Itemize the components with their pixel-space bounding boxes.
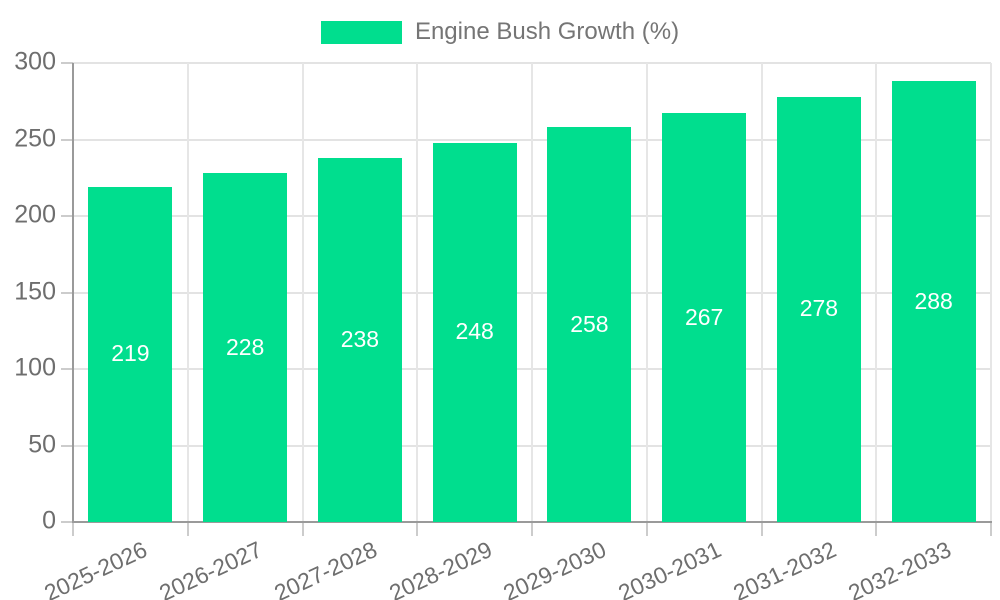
x-axis-label: 2031-2032 [729, 536, 840, 600]
y-axis-label: 50 [28, 429, 56, 458]
bar-value-label: 248 [455, 318, 494, 345]
x-axis-label: 2025-2026 [40, 536, 152, 600]
x-gridline [760, 63, 763, 522]
x-axis-line [72, 521, 992, 523]
x-axis-tick [760, 522, 763, 536]
legend-label: Engine Bush Growth (%) [414, 18, 680, 45]
bar-value-label: 258 [570, 310, 609, 337]
x-axis-tick [990, 522, 992, 536]
bar-value-label: 219 [111, 340, 150, 367]
y-axis-label: 0 [42, 506, 56, 535]
bar-2030-2031[interactable] [662, 113, 747, 522]
x-axis-tick [645, 522, 648, 536]
bar-2029-2030[interactable] [547, 127, 632, 522]
y-axis-tick [61, 368, 73, 370]
x-gridline [531, 63, 533, 522]
x-gridline [416, 63, 419, 522]
y-axis-tick [61, 521, 73, 523]
y-axis-label: 200 [14, 200, 56, 229]
x-axis-label: 2032-2033 [843, 536, 955, 600]
y-axis-label: 250 [14, 123, 56, 152]
x-gridline [301, 63, 304, 522]
bar-value-label: 238 [340, 325, 380, 352]
x-gridline [186, 63, 189, 522]
y-axis-tick [61, 138, 73, 141]
bar-2026-2027[interactable] [203, 173, 288, 522]
y-axis-line [72, 63, 74, 522]
bar-2025-2026[interactable] [88, 186, 173, 522]
bar-value-label: 228 [225, 333, 265, 360]
bar-2031-2032[interactable] [776, 96, 861, 522]
bar-value-label: 288 [914, 287, 953, 314]
x-axis-tick [416, 522, 419, 536]
y-axis-tick [61, 215, 73, 217]
y-axis-tick [61, 444, 73, 447]
y-axis-label: 150 [14, 276, 56, 305]
legend-swatch [320, 20, 402, 44]
y-axis-tick [61, 291, 73, 294]
x-axis-label: 2027-2028 [270, 536, 381, 600]
y-axis-tick [61, 62, 73, 64]
bar-2027-2028[interactable] [317, 157, 402, 522]
x-gridline [645, 63, 648, 522]
y-axis-label: 100 [14, 353, 56, 382]
x-gridline [875, 63, 878, 522]
x-axis-tick [531, 522, 533, 536]
bar-2032-2033[interactable] [891, 81, 976, 522]
x-axis-label: 2029-2030 [499, 536, 611, 600]
x-axis-tick [875, 522, 878, 536]
x-axis-tick [72, 522, 74, 536]
y-axis-label: 300 [14, 47, 56, 76]
x-axis-label: 2030-2031 [614, 536, 726, 600]
chart-legend[interactable]: Engine Bush Growth (%) [0, 18, 1000, 46]
x-axis-label: 2026-2027 [155, 536, 267, 600]
x-axis-tick [301, 522, 304, 536]
bar-value-label: 278 [799, 295, 839, 322]
x-axis-label: 2028-2029 [384, 536, 496, 600]
x-gridline [990, 63, 992, 522]
bar-value-label: 267 [684, 303, 724, 330]
bar-2028-2029[interactable] [432, 142, 517, 522]
x-axis-tick [186, 522, 189, 536]
